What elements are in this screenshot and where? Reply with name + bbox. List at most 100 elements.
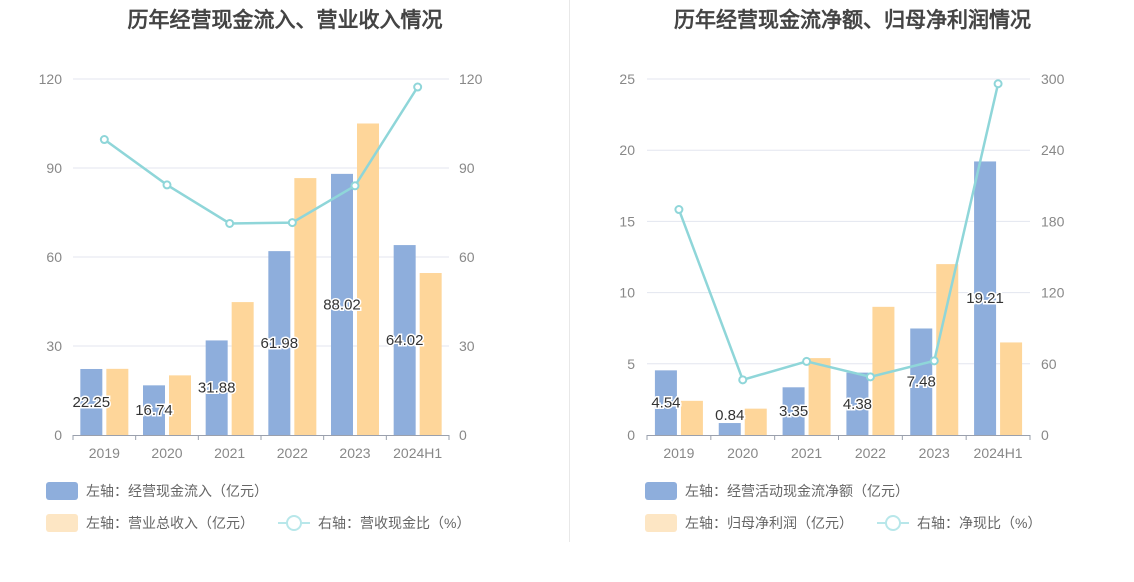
y-right-tick-label: 120 [459, 71, 483, 87]
bar-data-label: 88.02 [323, 296, 361, 313]
y-left-tick-label: 20 [619, 142, 635, 158]
bar-series-2 [231, 302, 254, 435]
bar-series-2 [106, 368, 129, 435]
line-point [802, 356, 812, 366]
x-tick-label: 2021 [791, 445, 822, 461]
bar-data-label: 61.98 [261, 335, 299, 352]
legend-label: 左轴：归母净利润（亿元） [685, 515, 853, 531]
x-tick-label: 2023 [339, 445, 370, 461]
chart-plot-area: 0 0 5 60 10 120 15 180 20 240 25 300 2019 2020 2021 202… [619, 71, 1065, 461]
x-tick-label: 2024H1 [393, 445, 442, 461]
legend-swatch-bar1 [645, 482, 677, 500]
x-tick-label: 2020 [151, 445, 182, 461]
y-left-tick-label: 5 [627, 356, 635, 372]
y-left-tick-label: 60 [46, 249, 62, 265]
line-series [677, 83, 1000, 382]
chart-plot-area: 0 0 30 30 60 60 90 90 120 120 2019 2020 2021 2022 2023… [39, 71, 483, 461]
bar-series-2 [936, 264, 959, 435]
y-right-tick-label: 300 [1041, 71, 1065, 87]
legend-swatch-bar2 [46, 514, 78, 532]
line-point [225, 218, 235, 228]
bar-series-1 [143, 385, 165, 435]
chart-panel-right: 历年经营现金流净额、归母净利润情况 0 0 5 60 10 120 15 180 20 240 25… [571, 0, 1134, 582]
bar-data-label: 4.54 [651, 395, 680, 412]
bar-series-1 [846, 372, 869, 435]
y-right-tick-label: 120 [1041, 285, 1065, 301]
bar-data-label: 19.21 [966, 290, 1004, 307]
bar-series-2 [357, 123, 379, 435]
line-point [674, 205, 684, 215]
bar-series-1 [718, 423, 741, 435]
x-tick-label: 2023 [919, 445, 950, 461]
y-right-tick-label: 0 [1041, 427, 1049, 443]
y-left-tick-label: 15 [619, 213, 635, 229]
x-tick-label: 2021 [214, 445, 245, 461]
legend-swatch-bar2 [645, 514, 677, 532]
legend-item-line[interactable]: 右轴：营收现金比（%） [278, 513, 470, 533]
y-right-tick-label: 90 [459, 160, 475, 176]
line-point [738, 375, 748, 385]
bar-data-label: 31.88 [198, 380, 236, 397]
x-tick-label: 2024H1 [974, 445, 1023, 461]
legend-swatch-line [278, 514, 310, 532]
x-tick-label: 2019 [663, 445, 694, 461]
y-right-tick-label: 0 [459, 427, 467, 443]
y-left-tick-label: 90 [46, 160, 62, 176]
bar-series-2 [294, 178, 317, 435]
line-point [413, 82, 423, 92]
line-point [929, 356, 939, 366]
legend-item-bar2[interactable]: 左轴：归母净利润（亿元） [645, 513, 853, 533]
bar-data-label: 64.02 [386, 332, 424, 349]
bar-data-label: 3.35 [779, 403, 808, 420]
x-tick-label: 2020 [727, 445, 758, 461]
legend-item-bar1[interactable]: 左轴：经营现金流入（亿元） [46, 481, 268, 501]
bar-data-label: 16.74 [135, 402, 173, 419]
y-left-tick-label: 30 [46, 338, 62, 354]
legend-row-2: 左轴：营业总收入（亿元） 右轴：营收现金比（%） [46, 513, 494, 533]
y-left-tick-label: 10 [619, 285, 635, 301]
x-tick-label: 2019 [89, 445, 120, 461]
x-tick-label: 2022 [855, 445, 886, 461]
y-right-tick-label: 30 [459, 338, 475, 354]
bar-series-2 [680, 400, 703, 435]
line-point [99, 135, 109, 145]
legend-label: 右轴：净现比（%） [917, 515, 1042, 531]
x-tick-label: 2022 [277, 445, 308, 461]
legend-item-bar1[interactable]: 左轴：经营活动现金流净额（亿元） [645, 481, 909, 501]
bar-series-1 [268, 251, 291, 435]
bar-series-2 [169, 375, 191, 435]
line-point [993, 79, 1003, 89]
panel-divider [569, 0, 570, 542]
line-point [162, 180, 172, 190]
bar-data-label: 4.38 [843, 396, 872, 413]
bar-series-2 [808, 358, 831, 435]
legend-row-1: 左轴：经营活动现金流净额（亿元） [645, 481, 933, 501]
legend-item-bar2[interactable]: 左轴：营业总收入（亿元） [46, 513, 254, 533]
legend-label: 左轴：营业总收入（亿元） [86, 515, 254, 531]
y-right-tick-label: 240 [1041, 142, 1065, 158]
legend-label: 右轴：营收现金比（%） [318, 515, 471, 531]
bar-series-2 [744, 408, 767, 435]
y-left-tick-label: 0 [627, 427, 635, 443]
bar-series-1 [80, 368, 103, 435]
line-point [287, 218, 297, 228]
legend-item-line[interactable]: 右轴：净现比（%） [877, 513, 1041, 533]
bar-series-1 [654, 370, 677, 435]
y-right-tick-label: 180 [1041, 213, 1065, 229]
chart-title: 历年经营现金流入、营业收入情况 [127, 9, 443, 32]
legend-row-2: 左轴：归母净利润（亿元） 右轴：净现比（%） [645, 513, 1065, 533]
bar-series-2 [1000, 342, 1023, 435]
legend-label: 左轴：经营活动现金流净额（亿元） [685, 483, 909, 499]
bar-series-1 [331, 173, 353, 435]
bar-series-1 [974, 161, 997, 436]
legend-swatch-bar1 [46, 482, 78, 500]
bar-data-label: 7.48 [907, 374, 936, 391]
bar-data-label: 0.84 [715, 407, 744, 424]
legend-label: 左轴：经营现金流入（亿元） [86, 483, 268, 499]
bar-series-2 [872, 306, 895, 435]
bar-series-1 [782, 387, 805, 435]
line-point [865, 372, 875, 382]
y-left-tick-label: 25 [619, 71, 635, 87]
legend-row-1: 左轴：经营现金流入（亿元） [46, 481, 292, 501]
chart-title: 历年经营现金流净额、归母净利润情况 [674, 9, 1031, 32]
